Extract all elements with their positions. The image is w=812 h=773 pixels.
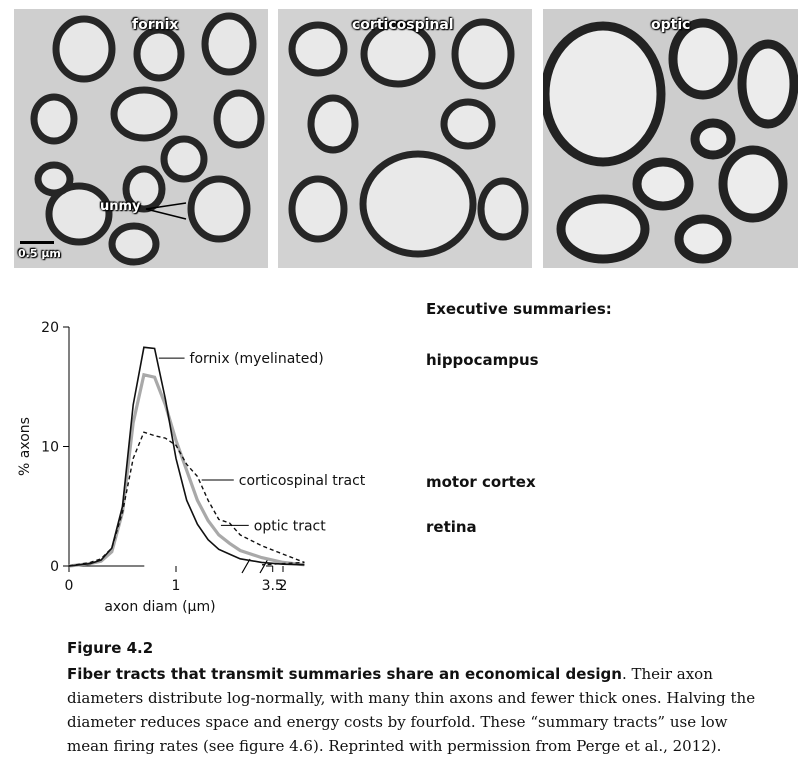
micrograph-corticospinal: corticospinal: [278, 9, 532, 268]
x-tick-label: 3.5: [262, 578, 284, 594]
micrograph-optic: optic: [543, 9, 798, 268]
summary-motor-cortex: motor cortex: [426, 473, 536, 491]
chart-labels: axon diam (µm) % axons fornix (myelinated)…: [17, 351, 366, 615]
y-tick-label: 0: [50, 559, 59, 575]
caption-title: Fiber tracts that transmit summaries sha…: [67, 665, 622, 683]
micrograph-optic-label: optic: [651, 17, 691, 33]
scale-bar-label: 0.5 µm: [18, 247, 61, 260]
series-label: fornix (myelinated): [190, 351, 324, 367]
summary-retina: retina: [426, 518, 477, 536]
scale-bar: [20, 241, 54, 244]
series-label: optic tract: [254, 518, 327, 534]
summary-hippocampus: hippocampus: [426, 351, 539, 369]
x-axis-label: axon diam (µm): [104, 599, 215, 615]
y-tick-label: 10: [41, 440, 59, 456]
micrograph-fornix-image: [14, 9, 268, 268]
figure-number: Figure 4.2: [67, 639, 154, 657]
series-line-optic: [68, 372, 305, 568]
micrograph-corticospinal-label: corticospinal: [352, 17, 454, 33]
x-tick-label: 1: [172, 578, 181, 594]
micrograph-corticospinal-image: [278, 9, 532, 268]
summaries-heading: Executive summaries:: [426, 300, 612, 318]
annotation-pointer-lines: [145, 202, 187, 220]
series-label: corticospinal tract: [239, 473, 366, 489]
caption-body: . Their axon diameters distribute log-no…: [67, 665, 756, 755]
axon-diameter-chart: 0 10 20 0 1 23.5 axon diam (µm) % axons fornix …: [17, 320, 366, 615]
axis-break-mark-right: [259, 558, 269, 574]
figure-caption: Figure 4.2 Fiber tracts that transmit su…: [67, 636, 757, 758]
y-tick-label: 20: [41, 320, 59, 336]
y-axis-label: % axons: [17, 417, 33, 476]
series-line-corticospinal: [68, 431, 305, 567]
unmyelinated-annotation: unmy: [100, 199, 141, 214]
chart-series: [68, 346, 305, 568]
series-line-fornix: [68, 346, 305, 567]
caption-text: Fiber tracts that transmit summaries sha…: [67, 662, 757, 758]
micrograph-optic-image: [543, 9, 798, 268]
x-tick-label: 0: [65, 578, 74, 594]
axis-break-mark-left: [241, 558, 251, 574]
x-tick-label: 2: [279, 578, 288, 594]
micrograph-fornix: fornix unmy 0.5 µm: [14, 9, 268, 268]
chart-axes: 0 10 20 0 1 23.5: [41, 320, 287, 594]
micrograph-fornix-label: fornix: [132, 17, 179, 33]
